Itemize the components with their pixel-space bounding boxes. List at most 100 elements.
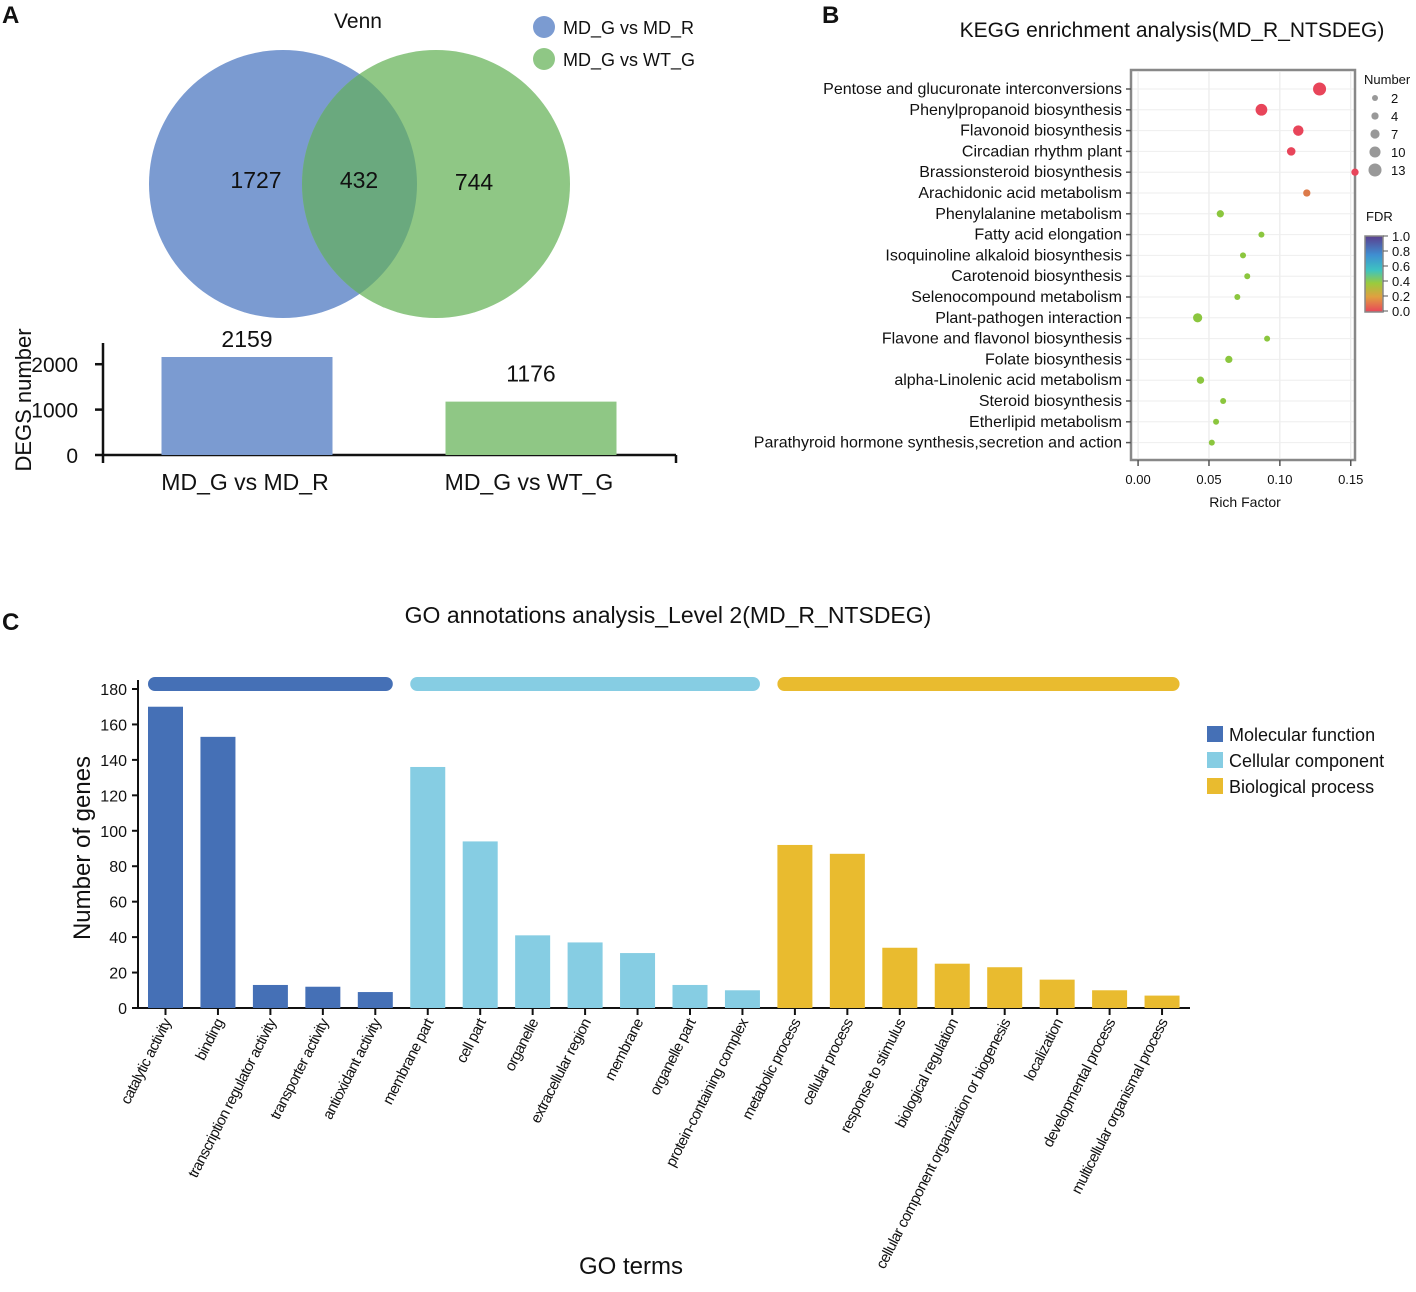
kegg-term-label: Steroid biosynthesis — [979, 393, 1122, 410]
go-bar-biological-regulation — [934, 963, 970, 1008]
go-bar-localization — [1039, 979, 1075, 1008]
kegg-term-label: Selenocompound metabolism — [911, 289, 1122, 306]
go-bar-catalytic-activity — [148, 706, 183, 1008]
go-bar-organelle — [515, 935, 551, 1008]
go-y-tick-label: 180 — [100, 682, 127, 699]
go-bar-developmental-process — [1092, 990, 1128, 1008]
kegg-term-label: Phenylpropanoid biosynthesis — [909, 102, 1122, 119]
go-y-tick-label: 0 — [118, 1001, 127, 1018]
go-bar-extracellular-region — [567, 942, 603, 1008]
kegg-point-parathyroid-hormone-synthesis-secretion-and-action — [1208, 439, 1215, 446]
kegg-point-carotenoid-biosynthesis — [1244, 273, 1251, 280]
kegg-size-legend-dot — [1372, 95, 1378, 101]
kegg-fdr-tick-label: 0.6 — [1392, 259, 1410, 274]
degs-y-axis-label: DEGS number — [11, 328, 36, 471]
kegg-point-fatty-acid-elongation — [1258, 231, 1265, 238]
degs-x-tick-label: MD_G vs MD_R — [161, 469, 328, 495]
kegg-term-label: Etherlipid metabolism — [969, 414, 1122, 431]
venn-count-only-b: 744 — [455, 169, 494, 195]
kegg-term-label: Phenylalanine metabolism — [935, 206, 1122, 223]
go-x-tick-label: catalytic activity — [118, 1015, 176, 1107]
panel-b-label: B — [822, 2, 839, 29]
go-legend-swatch — [1207, 752, 1223, 768]
go-x-tick-label: multicellular organismal process — [1068, 1016, 1171, 1197]
go-bar-metabolic-process — [777, 844, 813, 1008]
kegg-term-label: Flavone and flavonol biosynthesis — [882, 331, 1122, 348]
kegg-x-axis-label: Rich Factor — [1209, 494, 1281, 510]
go-x-tick-label: antioxidant activity — [320, 1015, 386, 1122]
kegg-fdr-ticks: 1.00.80.60.40.20.0 — [1383, 229, 1410, 319]
go-y-tick-label: 80 — [109, 859, 127, 876]
kegg-point-phenylpropanoid-biosynthesis — [1255, 103, 1268, 116]
go-title: GO annotations analysis_Level 2(MD_R_NTS… — [405, 602, 932, 628]
kegg-term-label: Pentose and glucuronate interconversions — [823, 81, 1122, 98]
kegg-term-label: Plant-pathogen interaction — [935, 310, 1122, 327]
degs-bar-value: 1176 — [506, 361, 555, 387]
go-bar-transcription-regulator-activity — [252, 984, 288, 1008]
kegg-point-etherlipid-metabolism — [1213, 418, 1220, 425]
go-bar-membrane — [620, 953, 656, 1008]
go-x-axis-label: GO terms — [579, 1253, 683, 1280]
kegg-term-label: Flavonoid biosynthesis — [960, 123, 1122, 140]
kegg-size-legend-dot — [1371, 112, 1379, 120]
kegg-point-circadian-rhythm-plant — [1286, 147, 1296, 156]
go-legend-label: Molecular function — [1229, 725, 1375, 745]
venn-title: Venn — [334, 10, 382, 33]
kegg-size-legend-title: Number — [1364, 72, 1411, 87]
go-bar-multicellular-organismal-process — [1144, 995, 1180, 1008]
legend-swatch-md-g-vs-md-r — [533, 16, 555, 38]
go-y-tick-label: 120 — [100, 788, 127, 805]
go-group-bars — [148, 677, 1180, 691]
go-group-bar-molecular-function — [148, 677, 393, 691]
kegg-x-axis: 0.00 0.05 0.10 0.15 — [1125, 460, 1363, 487]
go-y-tick-label: 160 — [100, 717, 127, 734]
go-x-tick-label: cellular process — [799, 1016, 857, 1108]
go-axis: 0 20 40 60 80 100 120 140 160 180 — [100, 680, 1190, 1018]
kegg-fdr-tick-label: 0.0 — [1392, 304, 1410, 319]
go-x-tick-label: organelle — [501, 1016, 542, 1074]
kegg-size-legend-label: 13 — [1391, 163, 1405, 178]
venn-count-both: 432 — [340, 167, 378, 193]
kegg-point-flavone-and-flavonol-biosynthesis — [1264, 335, 1271, 342]
go-y-axis-label: Number of genes — [69, 756, 96, 940]
go-legend-swatch — [1207, 778, 1223, 794]
go-y-tick-label: 20 — [109, 966, 127, 983]
go-bar-membrane-part — [410, 766, 446, 1008]
kegg-size-legend-label: 10 — [1391, 145, 1405, 160]
go-x-tick-label: binding — [192, 1016, 227, 1063]
go-legend: Molecular function Cellular component Biol… — [1207, 725, 1384, 797]
go-y-tick-label: 60 — [109, 895, 127, 912]
kegg-x-tick-label: 0.15 — [1338, 472, 1363, 487]
go-bar-transporter-activity — [305, 986, 341, 1008]
kegg-point-steroid-biosynthesis — [1220, 398, 1227, 404]
go-y-tick-label: 40 — [109, 930, 127, 947]
kegg-point-folate-biosynthesis — [1225, 355, 1233, 364]
kegg-point-plant-pathogen-interaction — [1193, 313, 1203, 323]
go-bar-response-to-stimulus — [882, 947, 918, 1008]
kegg-point-flavonoid-biosynthesis — [1293, 125, 1304, 136]
go-x-tick-label: localization — [1021, 1016, 1067, 1084]
panel-a: Venn 1727 432 744 MD_G vs MD_R MD_G vs W… — [11, 10, 695, 495]
kegg-term-label: Folate biosynthesis — [985, 351, 1122, 368]
degs-bars: 2159 MD_G vs MD_R 1176 MD_G vs WT_G — [161, 326, 617, 495]
degs-y-tick-label: 1000 — [31, 400, 78, 423]
kegg-term-label: alpha-Linolenic acid metabolism — [894, 372, 1122, 389]
kegg-term-label: Brassionsteroid biosynthesis — [919, 164, 1122, 181]
kegg-point-brassionsteroid-biosynthesis — [1351, 168, 1359, 176]
kegg-points — [1193, 82, 1359, 446]
kegg-term-labels: Pentose and glucuronate interconversions… — [754, 81, 1131, 452]
degs-bar-md-g-vs-md-r — [161, 357, 333, 455]
go-x-tick-label: cell part — [453, 1015, 490, 1066]
go-y-tick-label: 140 — [100, 753, 127, 770]
panel-b: KEGG enrichment analysis(MD_R_NTSDEG) Pe… — [754, 19, 1411, 510]
degs-y-tick-label: 2000 — [31, 354, 78, 377]
kegg-fdr-tick-label: 1.0 — [1392, 229, 1410, 244]
kegg-plot-frame — [1129, 68, 1357, 462]
kegg-title: KEGG enrichment analysis(MD_R_NTSDEG) — [960, 19, 1385, 42]
kegg-size-legend-dot — [1369, 146, 1381, 158]
go-x-tick-label: organelle part — [647, 1015, 701, 1098]
kegg-color-legend-title: FDR — [1366, 209, 1393, 224]
kegg-term-label: Fatty acid elongation — [974, 227, 1122, 244]
